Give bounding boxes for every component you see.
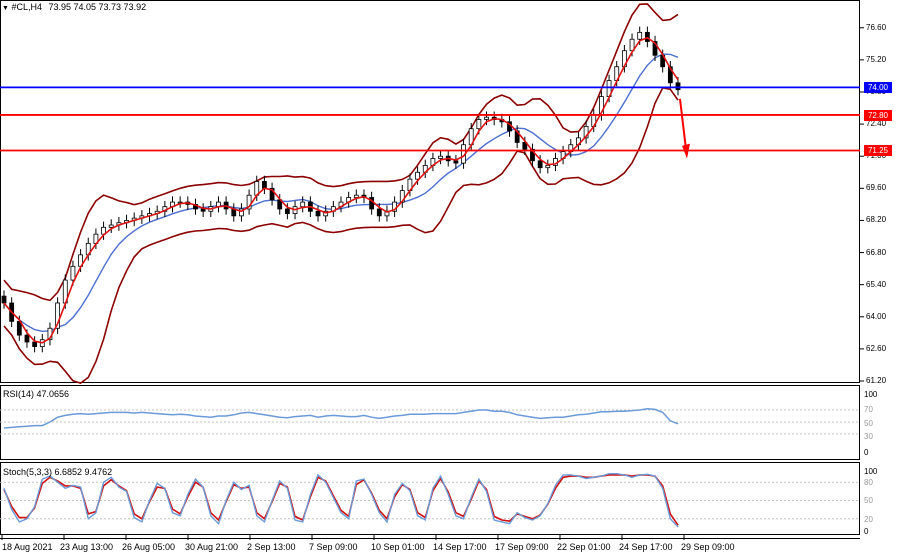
level-label-blue: 74.00 <box>864 82 892 93</box>
candle-body <box>522 142 528 150</box>
price-tick-label: 66.80 <box>866 247 887 257</box>
time-tick: 30 Aug 21:00 <box>185 542 239 552</box>
level-label-red-upper: 72.80 <box>864 110 892 121</box>
candle-body <box>108 224 114 228</box>
candle-body <box>476 119 482 130</box>
candle-body <box>269 187 275 201</box>
stoch-panel-frame <box>0 462 860 535</box>
stoch-tick-100: 100 <box>864 467 878 476</box>
rsi-tick-0: 0 <box>864 448 869 457</box>
stoch-title: Stoch(5,3,3) 6.6852 9.4762 <box>3 467 113 477</box>
candle-body <box>1 295 7 304</box>
price-tick-label: 61.20 <box>866 376 887 385</box>
rsi-title: RSI(14) 47.0656 <box>3 389 70 399</box>
time-tick: 24 Sep 17:00 <box>619 542 673 552</box>
price-tick-label: 64.00 <box>866 311 887 321</box>
trend-arrow-shaft <box>679 98 687 150</box>
bollinger-lower-band <box>3 87 679 384</box>
moving-average-fast <box>3 36 679 344</box>
candle-body <box>70 265 76 281</box>
candle-body <box>530 148 535 162</box>
time-tick: 7 Sep 09:00 <box>309 542 358 552</box>
candle-body <box>438 155 443 159</box>
rsi-line <box>3 408 679 429</box>
level-label-red-lower: 71.25 <box>864 145 892 156</box>
rsi-tick-30: 30 <box>864 432 873 441</box>
price-tick-label: 62.60 <box>866 343 887 353</box>
candle-body <box>300 201 306 208</box>
moving-average-slow <box>3 53 679 333</box>
candle-body <box>484 116 489 120</box>
ohlc-readout: 73.95 74.05 73.73 73.92 <box>48 2 147 12</box>
candle-body <box>315 210 321 217</box>
candle-body <box>537 160 543 169</box>
symbol-label: #CL,H4 <box>11 2 42 12</box>
stoch-main-line <box>3 473 679 528</box>
trend-arrow-head <box>682 143 690 159</box>
time-tick: 23 Aug 13:00 <box>60 542 114 552</box>
candle-body <box>652 41 658 56</box>
price-tick-label: 65.40 <box>866 279 887 289</box>
stoch-tick-20: 20 <box>864 515 873 524</box>
candle-body <box>675 82 681 91</box>
dropdown-triangle-icon[interactable]: ▼ <box>2 5 9 12</box>
stoch-tick-50: 50 <box>864 496 873 505</box>
time-tick: 10 Sep 01:00 <box>371 542 425 552</box>
rsi-tick-50: 50 <box>864 419 873 428</box>
candle-body <box>24 334 30 343</box>
candle-body <box>637 31 643 40</box>
candle-body <box>246 194 252 210</box>
candle-body <box>583 125 589 139</box>
candle-body <box>376 208 382 217</box>
candle-body <box>353 194 359 198</box>
candle-body <box>545 164 551 169</box>
price-tick-label: 75.20 <box>866 54 887 64</box>
price-tick-label: 76.60 <box>866 22 887 32</box>
stoch-tick-80: 80 <box>864 478 873 487</box>
candle-body <box>284 208 290 214</box>
candle-body <box>629 38 635 52</box>
time-tick: 26 Aug 05:00 <box>122 542 176 552</box>
price-tick-label: 69.60 <box>866 183 887 193</box>
stoch-tick-0: 0 <box>864 527 869 536</box>
main-panel-frame <box>0 0 860 383</box>
rsi-tick-70: 70 <box>864 405 873 414</box>
candle-body <box>239 208 244 217</box>
chart-header: ▼ #CL,H4 73.95 74.05 73.73 73.92 <box>2 2 146 12</box>
time-tick: 2 Sep 13:00 <box>247 542 296 552</box>
candle-body <box>453 160 459 164</box>
candle-body <box>262 181 267 189</box>
candle-body <box>415 171 420 180</box>
candle-body <box>200 208 206 212</box>
price-tick-label: 68.20 <box>866 215 887 225</box>
candle-body <box>32 341 38 347</box>
rsi-tick-100: 100 <box>864 390 878 399</box>
time-tick: 17 Sep 09:00 <box>495 542 549 552</box>
time-tick: 18 Aug 2021 <box>2 542 53 552</box>
price-tick-label: 72.40 <box>866 119 887 129</box>
time-tick: 29 Sep 09:00 <box>681 542 735 552</box>
time-tick: 22 Sep 01:00 <box>557 542 611 552</box>
candle-body <box>55 302 61 329</box>
time-tick: 14 Sep 17:00 <box>433 542 487 552</box>
bollinger-upper-band <box>3 3 679 302</box>
